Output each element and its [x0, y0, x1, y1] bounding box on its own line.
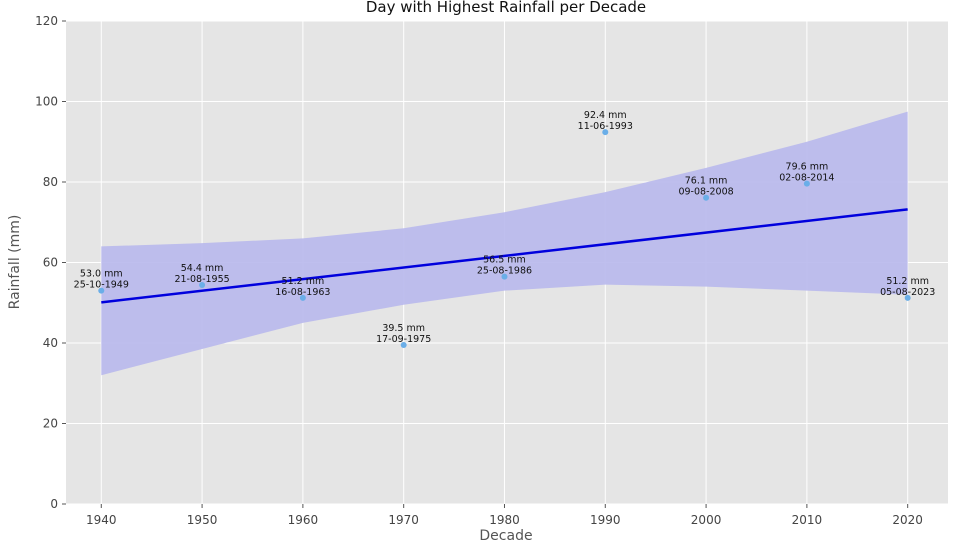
- x-tick-label: 1990: [590, 513, 621, 527]
- point-date-label: 02-08-2014: [779, 173, 834, 184]
- x-tick-label: 2020: [892, 513, 923, 527]
- point-value-label: 51.2 mm: [886, 276, 929, 287]
- x-axis-ticks: 1940 1950 1960 1970 1980 1990 2000 2010 2020: [86, 504, 923, 527]
- y-tick-label: 40: [43, 336, 58, 350]
- point-date-label: 11-06-1993: [578, 121, 633, 132]
- y-tick-label: 80: [43, 175, 58, 189]
- data-point: [803, 180, 810, 187]
- x-tick-label: 1960: [288, 513, 319, 527]
- x-tick-label: 2000: [691, 513, 722, 527]
- y-tick-label: 20: [43, 417, 58, 431]
- x-tick-label: 1950: [187, 513, 218, 527]
- data-point: [400, 342, 407, 349]
- y-tick-label: 120: [35, 14, 58, 28]
- point-value-label: 92.4 mm: [584, 110, 627, 121]
- point-date-label: 17-09-1975: [376, 334, 431, 345]
- point-date-label: 25-08-1986: [477, 266, 532, 277]
- point-date-label: 21-08-1955: [174, 274, 229, 285]
- chart-title: Day with Highest Rainfall per Decade: [366, 0, 646, 16]
- y-axis-label: Rainfall (mm): [7, 215, 23, 310]
- point-value-label: 51.2 mm: [282, 276, 325, 287]
- point-value-label: 54.4 mm: [181, 263, 224, 274]
- point-value-label: 56.5 mm: [483, 255, 526, 266]
- point-value-label: 53.0 mm: [80, 269, 123, 280]
- y-tick-label: 60: [43, 256, 58, 270]
- data-point: [501, 273, 508, 280]
- y-axis-ticks: 0 20 40 60 80 100 120: [35, 14, 66, 511]
- x-tick-label: 1940: [86, 513, 117, 527]
- y-tick-label: 100: [35, 95, 58, 109]
- x-tick-label: 2010: [792, 513, 823, 527]
- point-value-label: 39.5 mm: [382, 323, 425, 334]
- y-tick-label: 0: [50, 497, 58, 511]
- trend-line: [101, 208, 908, 304]
- data-point: [904, 294, 911, 301]
- point-date-label: 05-08-2023: [880, 287, 935, 298]
- confidence-band: [101, 111, 908, 376]
- grid-lines: [66, 20, 948, 505]
- data-point: [299, 294, 306, 301]
- point-value-label: 76.1 mm: [685, 176, 728, 187]
- data-point: [703, 194, 710, 201]
- x-tick-label: 1970: [388, 513, 419, 527]
- data-point: [602, 129, 609, 136]
- data-points: [98, 129, 911, 349]
- point-value-label: 79.6 mm: [786, 162, 829, 173]
- point-date-label: 16-08-1963: [275, 287, 330, 298]
- x-axis-label: Decade: [479, 528, 532, 540]
- x-tick-label: 1980: [489, 513, 520, 527]
- point-date-label: 09-08-2008: [678, 187, 733, 198]
- data-point: [199, 282, 206, 289]
- data-point: [98, 287, 105, 294]
- point-date-label: 25-10-1949: [74, 280, 129, 291]
